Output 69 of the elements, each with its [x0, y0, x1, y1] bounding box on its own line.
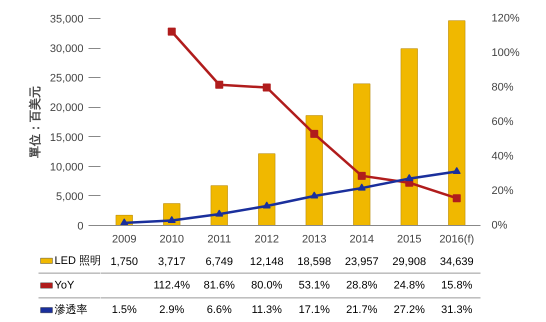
y-tick-label: 30,000	[50, 43, 84, 56]
point	[168, 28, 176, 36]
point	[358, 172, 366, 180]
y2-tick-label: 120%	[492, 12, 520, 24]
data-label: 27.2%	[394, 304, 426, 316]
data-label: 81.6%	[204, 280, 236, 292]
data-label: 112.4%	[154, 280, 190, 292]
data-label: 29,908	[392, 256, 426, 268]
data-label: 11.3%	[252, 304, 282, 316]
data-label: 80.0%	[251, 280, 283, 292]
y2-tick-label: 60%	[492, 116, 514, 128]
y-tick-label: 25,000	[50, 72, 84, 85]
data-label: 34,639	[440, 256, 474, 268]
point	[168, 216, 176, 224]
data-label: 6,749	[205, 256, 234, 268]
y2-tick-label: 80%	[492, 82, 514, 94]
point	[310, 130, 318, 138]
point	[262, 201, 271, 209]
y2-tick-label: 0%	[492, 220, 508, 232]
x-tick-label: 2009	[112, 234, 136, 246]
data-label: 18,598	[297, 256, 332, 268]
data-label: 1,750	[110, 256, 138, 268]
data-label: 1.5%	[112, 304, 138, 316]
point	[452, 166, 461, 174]
y-axis-title: 單位：百美元	[28, 86, 42, 159]
data-label: 21.7%	[346, 304, 378, 316]
y-tick-label: 15,000	[50, 132, 84, 144]
x-tick-label: 2011	[207, 234, 232, 246]
x-tick-label: 2010	[160, 234, 184, 246]
data-label: 53.1%	[298, 280, 330, 292]
data-label: 24.8%	[394, 280, 426, 292]
y2-tick-label: 20%	[492, 185, 514, 197]
point	[452, 194, 461, 202]
x-tick-label: 2013	[302, 234, 326, 246]
data-label: 6.6%	[206, 304, 232, 316]
bar	[448, 20, 466, 226]
data-label: 3,717	[158, 256, 186, 268]
y-tick-label: 5,000	[56, 190, 84, 203]
y-tick-label: 0	[77, 220, 84, 232]
data-label: 17.1%	[298, 304, 330, 316]
data-label: 28.8%	[346, 280, 378, 292]
data-label: 2.9%	[159, 304, 185, 316]
y2-tick-label: 100%	[492, 47, 520, 59]
point	[405, 174, 414, 182]
x-tick-label: 2014	[350, 234, 374, 246]
bar	[258, 153, 276, 226]
x-tick-label: 2015	[397, 234, 422, 246]
data-label: 12,148	[250, 256, 284, 268]
x-tick-label: 2012	[254, 234, 279, 246]
point	[262, 84, 271, 92]
y-tick-label: 10,000	[50, 161, 84, 174]
point	[215, 210, 224, 217]
legend-label: LED 照明	[54, 254, 101, 267]
legend-label: 滲透率	[54, 303, 88, 316]
point	[358, 184, 366, 191]
x-tick-label: 2016(f)	[439, 234, 474, 246]
bar	[400, 48, 418, 226]
y-tick-label: 20,000	[50, 102, 84, 114]
data-label: 23,957	[344, 256, 379, 268]
y-tick-label: 35,000	[50, 14, 84, 26]
bar	[353, 84, 370, 226]
data-label: 31.3%	[441, 304, 473, 316]
bar	[306, 115, 323, 226]
data-label: 15.8%	[441, 280, 473, 292]
y2-tick-label: 40%	[492, 150, 514, 162]
point	[215, 80, 224, 89]
bar	[210, 185, 228, 226]
legend-label: YoY	[54, 280, 75, 292]
point	[310, 191, 318, 199]
